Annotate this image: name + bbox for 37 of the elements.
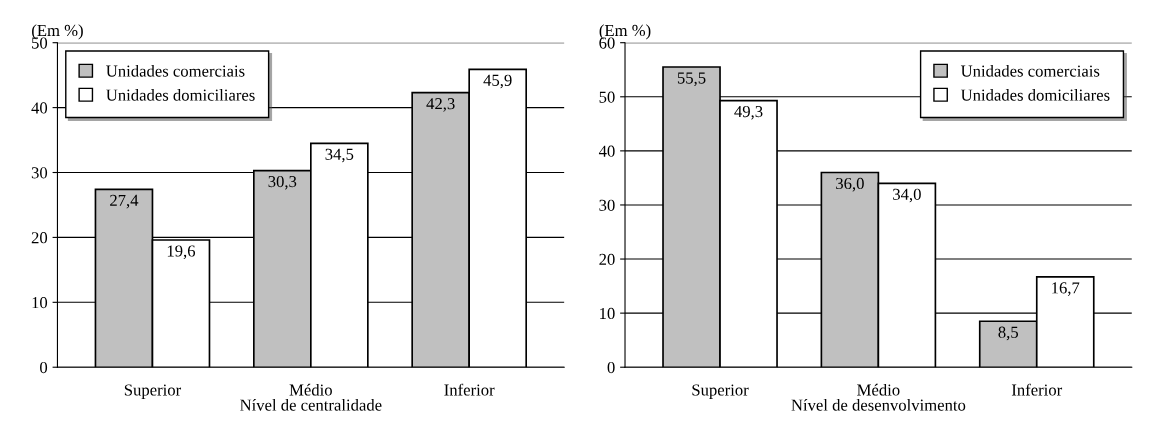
y-tick-label: 50 [32, 37, 48, 49]
y-tick-label: 30 [31, 167, 48, 179]
y-tick-label: 20 [31, 232, 48, 244]
data-label: 27,4 [110, 194, 139, 209]
y-axis-title: (Em %) [32, 24, 83, 40]
y-tick-label: 10 [600, 307, 615, 320]
x-tick-label: Inferior [1011, 383, 1063, 396]
y-tick-label: 20 [599, 253, 615, 265]
legend-label: Unidades comerciais [960, 64, 1100, 77]
legend-label: Unidades comerciais [106, 64, 245, 77]
data-label: 45,9 [483, 74, 512, 89]
data-label: 55,5 [677, 72, 706, 87]
x-tick-label: Superior [124, 384, 182, 399]
x-tick-label: Superior [692, 384, 749, 399]
y-tick-label: 40 [31, 102, 48, 114]
data-label: 30,3 [268, 175, 297, 190]
data-label: 16,7 [1052, 282, 1080, 296]
y-tick-label: 40 [598, 145, 615, 157]
y-tick-label: 50 [599, 91, 615, 103]
y-tick-label: 30 [599, 199, 615, 211]
data-label: 34,0 [893, 188, 921, 203]
x-tick-label: Médio [289, 383, 332, 396]
x-tick-label: Inferior [444, 383, 495, 396]
legend-label: Unidades domiciliares [106, 89, 255, 101]
data-label: 8,5 [998, 326, 1019, 341]
y-tick-label: 10 [32, 297, 48, 309]
x-axis-title: Nível de desenvolvimento [791, 398, 966, 411]
legend-label: Unidades domiciliares [960, 89, 1110, 101]
data-label: 49,3 [734, 105, 763, 120]
data-label: 34,5 [325, 148, 354, 163]
data-label: 42,3 [426, 98, 455, 112]
y-tick-label: 0 [40, 361, 48, 374]
data-label: 19,6 [167, 245, 196, 259]
data-label: 36,0 [836, 177, 864, 192]
y-tick-label: 0 [607, 361, 615, 374]
x-axis-title: Nível de centralidade [240, 398, 382, 411]
x-tick-label: Médio [857, 383, 900, 396]
